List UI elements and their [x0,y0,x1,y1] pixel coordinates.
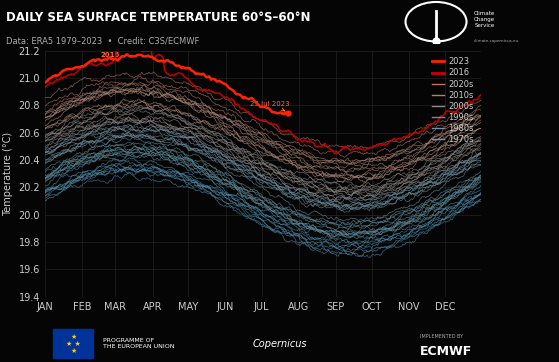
Legend: 2023, 2016, 2020s, 2010s, 2000s, 1990s, 1980s, 1970s: 2023, 2016, 2020s, 2010s, 2000s, 1990s, … [429,55,477,147]
Text: IMPLEMENTED BY: IMPLEMENTED BY [420,334,463,339]
Text: DAILY SEA SURFACE TEMPERATURE 60°S–60°N: DAILY SEA SURFACE TEMPERATURE 60°S–60°N [6,11,310,24]
Text: PROGRAMME OF
THE EUROPEAN UNION: PROGRAMME OF THE EUROPEAN UNION [103,338,175,349]
Text: ★
★ ★
★: ★ ★ ★ ★ [66,334,80,354]
Text: 2016: 2016 [101,52,120,58]
Text: climate.copernicus.eu: climate.copernicus.eu [474,39,519,43]
Text: Climate
Change
Service: Climate Change Service [474,11,495,28]
Bar [53,329,93,358]
Text: 23 Jul 2023: 23 Jul 2023 [250,101,290,111]
Text: ECMWF: ECMWF [420,345,472,358]
Text: Copernicus: Copernicus [252,339,307,349]
Text: Data: ERA5 1979–2023  •  Credit: C3S/ECMWF: Data: ERA5 1979–2023 • Credit: C3S/ECMWF [6,36,199,45]
Y-axis label: Temperature (°C): Temperature (°C) [3,132,13,216]
